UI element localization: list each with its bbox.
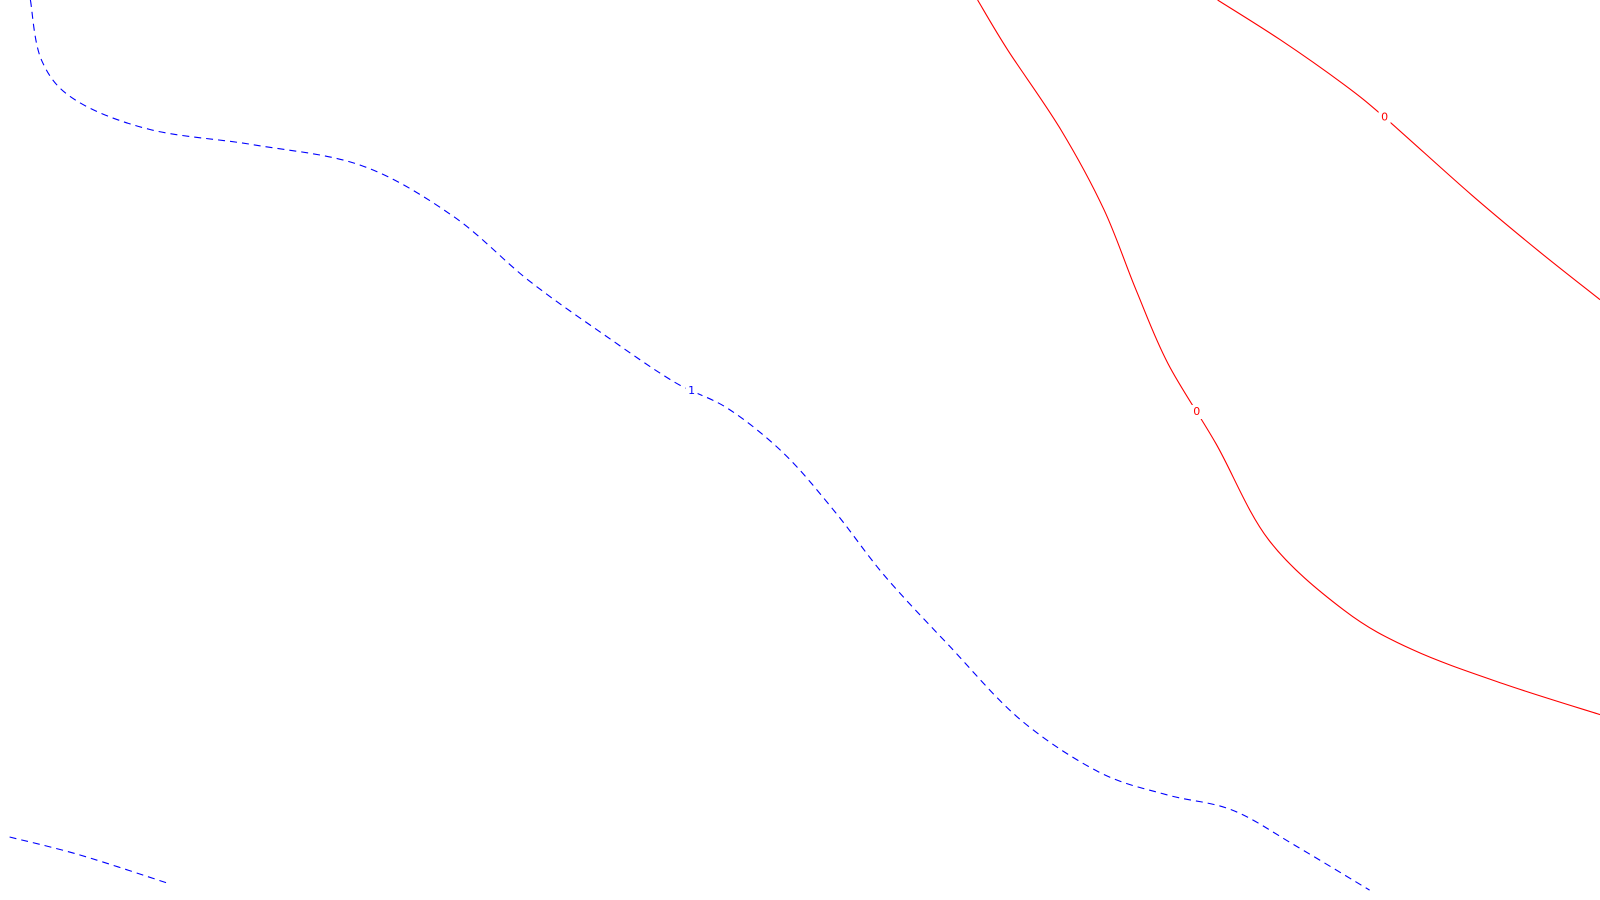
contour-line-1-0: [977, 0, 1600, 716]
contour-label-0-0: 1: [688, 384, 695, 397]
contour-label-bg-1-1: [1378, 110, 1391, 125]
contour-line-1-1: [1217, 0, 1600, 301]
contour-label-bg-0-0: [685, 383, 698, 398]
contour-label-1-0: 0: [1193, 405, 1200, 418]
contour-line-0-1: [9, 836, 170, 885]
contour-line-0-0: [29, 0, 1370, 891]
contour-label-1-1: 0: [1381, 110, 1388, 123]
contour-label-bg-1-0: [1190, 405, 1203, 419]
